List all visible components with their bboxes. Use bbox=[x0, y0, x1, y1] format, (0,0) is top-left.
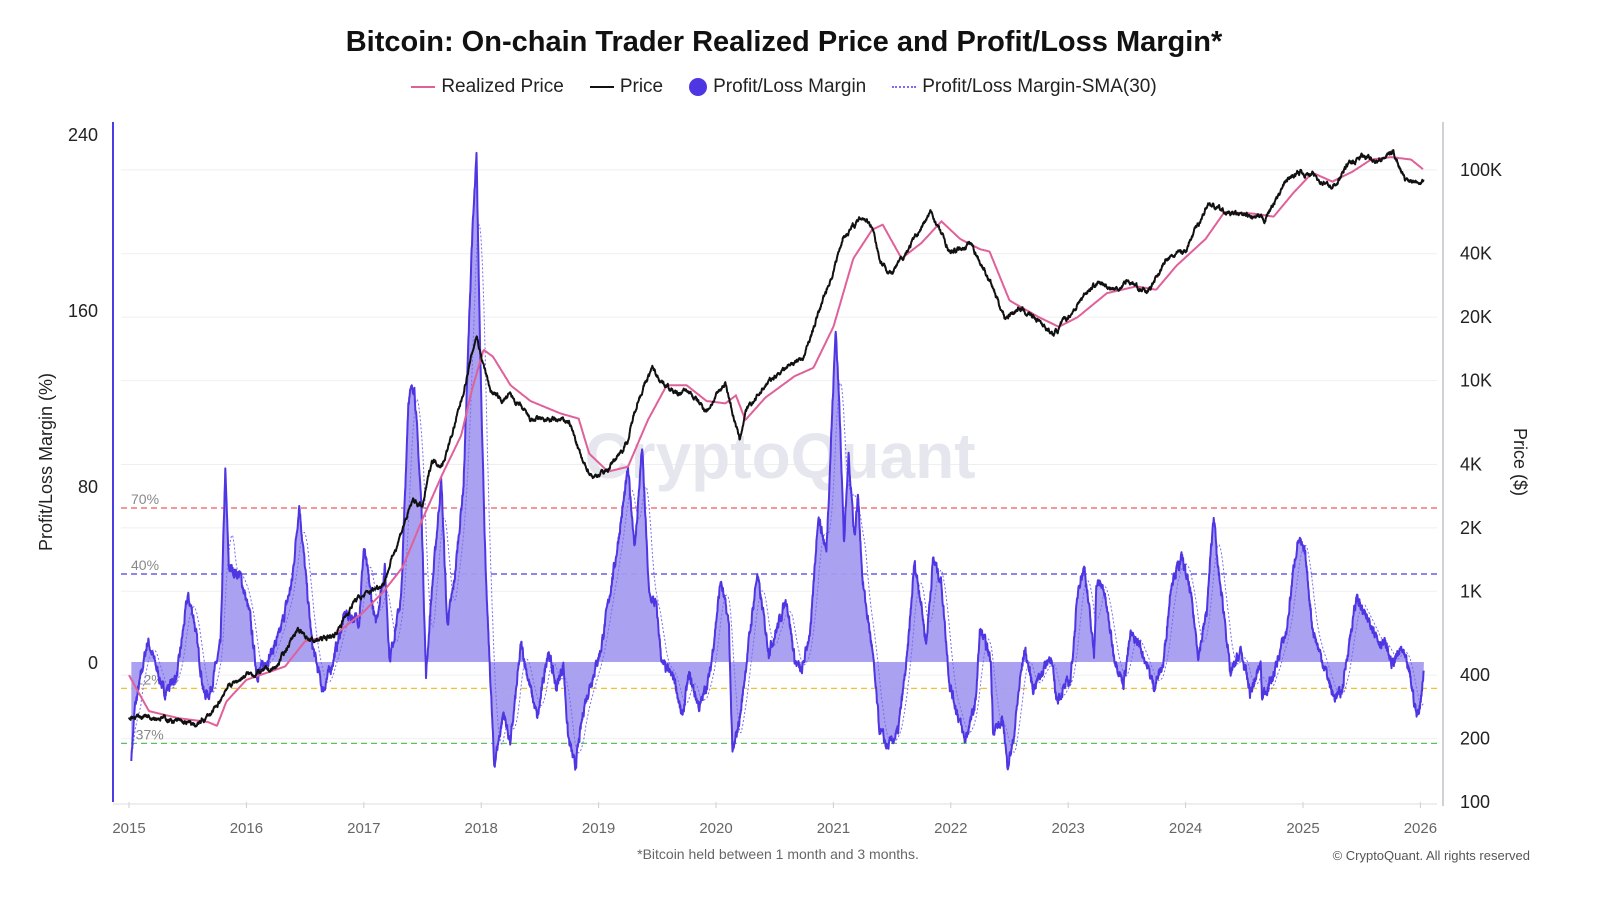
left-tick-label: 240 bbox=[68, 125, 98, 145]
left-tick-label: 160 bbox=[68, 301, 98, 321]
threshold-label: -37% bbox=[131, 726, 164, 742]
x-tick-label: 2021 bbox=[817, 820, 850, 837]
legend-item-margin-sma[interactable]: Profit/Loss Margin-SMA(30) bbox=[892, 76, 1157, 98]
watermark: CryptoQuant bbox=[584, 420, 975, 492]
right-tick-label: 2K bbox=[1460, 518, 1482, 538]
threshold-label: 70% bbox=[131, 491, 159, 507]
margin-sma-swatch-icon bbox=[892, 86, 917, 88]
footnote: *Bitcoin held between 1 month and 3 mont… bbox=[637, 846, 919, 862]
x-tick-label: 2018 bbox=[465, 820, 498, 837]
realized-price-swatch-icon bbox=[411, 86, 436, 88]
x-tick-label: 2023 bbox=[1052, 820, 1085, 837]
threshold-label: 40% bbox=[131, 557, 159, 573]
x-tick-label: 2026 bbox=[1404, 820, 1437, 837]
left-tick-label: 80 bbox=[78, 477, 98, 497]
margin-sma-line bbox=[130, 224, 1425, 762]
right-tick-label: 4K bbox=[1460, 454, 1482, 474]
legend-label: Profit/Loss Margin bbox=[713, 76, 867, 97]
price-line bbox=[128, 149, 1425, 728]
axes: 100 200 400 1K 2K 4K 10K 20K 40K 100K 0 80 160 240 201… bbox=[36, 122, 1530, 837]
right-tick-label: 10K bbox=[1460, 371, 1492, 391]
realized-price-line bbox=[128, 156, 1424, 727]
series-layer bbox=[128, 149, 1425, 771]
chart-title: Bitcoin: On-chain Trader Realized Price … bbox=[345, 26, 1223, 58]
margin-area bbox=[131, 152, 1424, 770]
right-tick-label: 200 bbox=[1460, 729, 1490, 749]
x-tick-label: 2015 bbox=[112, 820, 145, 837]
x-tick-label: 2022 bbox=[934, 820, 967, 837]
right-axis-title: Price ($) bbox=[1510, 428, 1530, 496]
margin-swatch-icon bbox=[689, 78, 708, 96]
legend-item-margin[interactable]: Profit/Loss Margin bbox=[689, 76, 866, 98]
x-tick-label: 2025 bbox=[1286, 820, 1319, 837]
copyright: © CryptoQuant. All rights reserved bbox=[1332, 848, 1530, 863]
right-tick-label: 20K bbox=[1460, 307, 1492, 327]
x-tick-label: 2016 bbox=[230, 820, 263, 837]
legend-label: Profit/Loss Margin-SMA(30) bbox=[922, 76, 1157, 97]
legend-label: Price bbox=[619, 76, 664, 97]
right-tick-label: 100 bbox=[1460, 792, 1490, 812]
x-tick-label: 2019 bbox=[582, 820, 615, 837]
legend-item-realized-price[interactable]: Realized Price bbox=[411, 76, 564, 98]
margin-line bbox=[130, 151, 1425, 771]
left-tick-label: 0 bbox=[88, 653, 98, 673]
legend-label: Realized Price bbox=[441, 76, 564, 97]
right-tick-label: 100K bbox=[1460, 160, 1502, 180]
left-axis-title: Profit/Loss Margin (%) bbox=[36, 373, 56, 551]
right-tick-label: 1K bbox=[1460, 581, 1482, 601]
x-tick-label: 2017 bbox=[347, 820, 380, 837]
legend-item-price[interactable]: Price bbox=[589, 76, 664, 98]
x-tick-label: 2024 bbox=[1169, 820, 1202, 837]
price-swatch-icon bbox=[589, 86, 614, 88]
right-tick-label: 40K bbox=[1460, 244, 1492, 264]
legend: Realized Price Price Profit/Loss Margin … bbox=[0, 76, 1568, 98]
gridlines bbox=[121, 169, 1437, 740]
right-tick-label: 400 bbox=[1460, 665, 1490, 685]
x-tick-label: 2020 bbox=[699, 820, 732, 837]
